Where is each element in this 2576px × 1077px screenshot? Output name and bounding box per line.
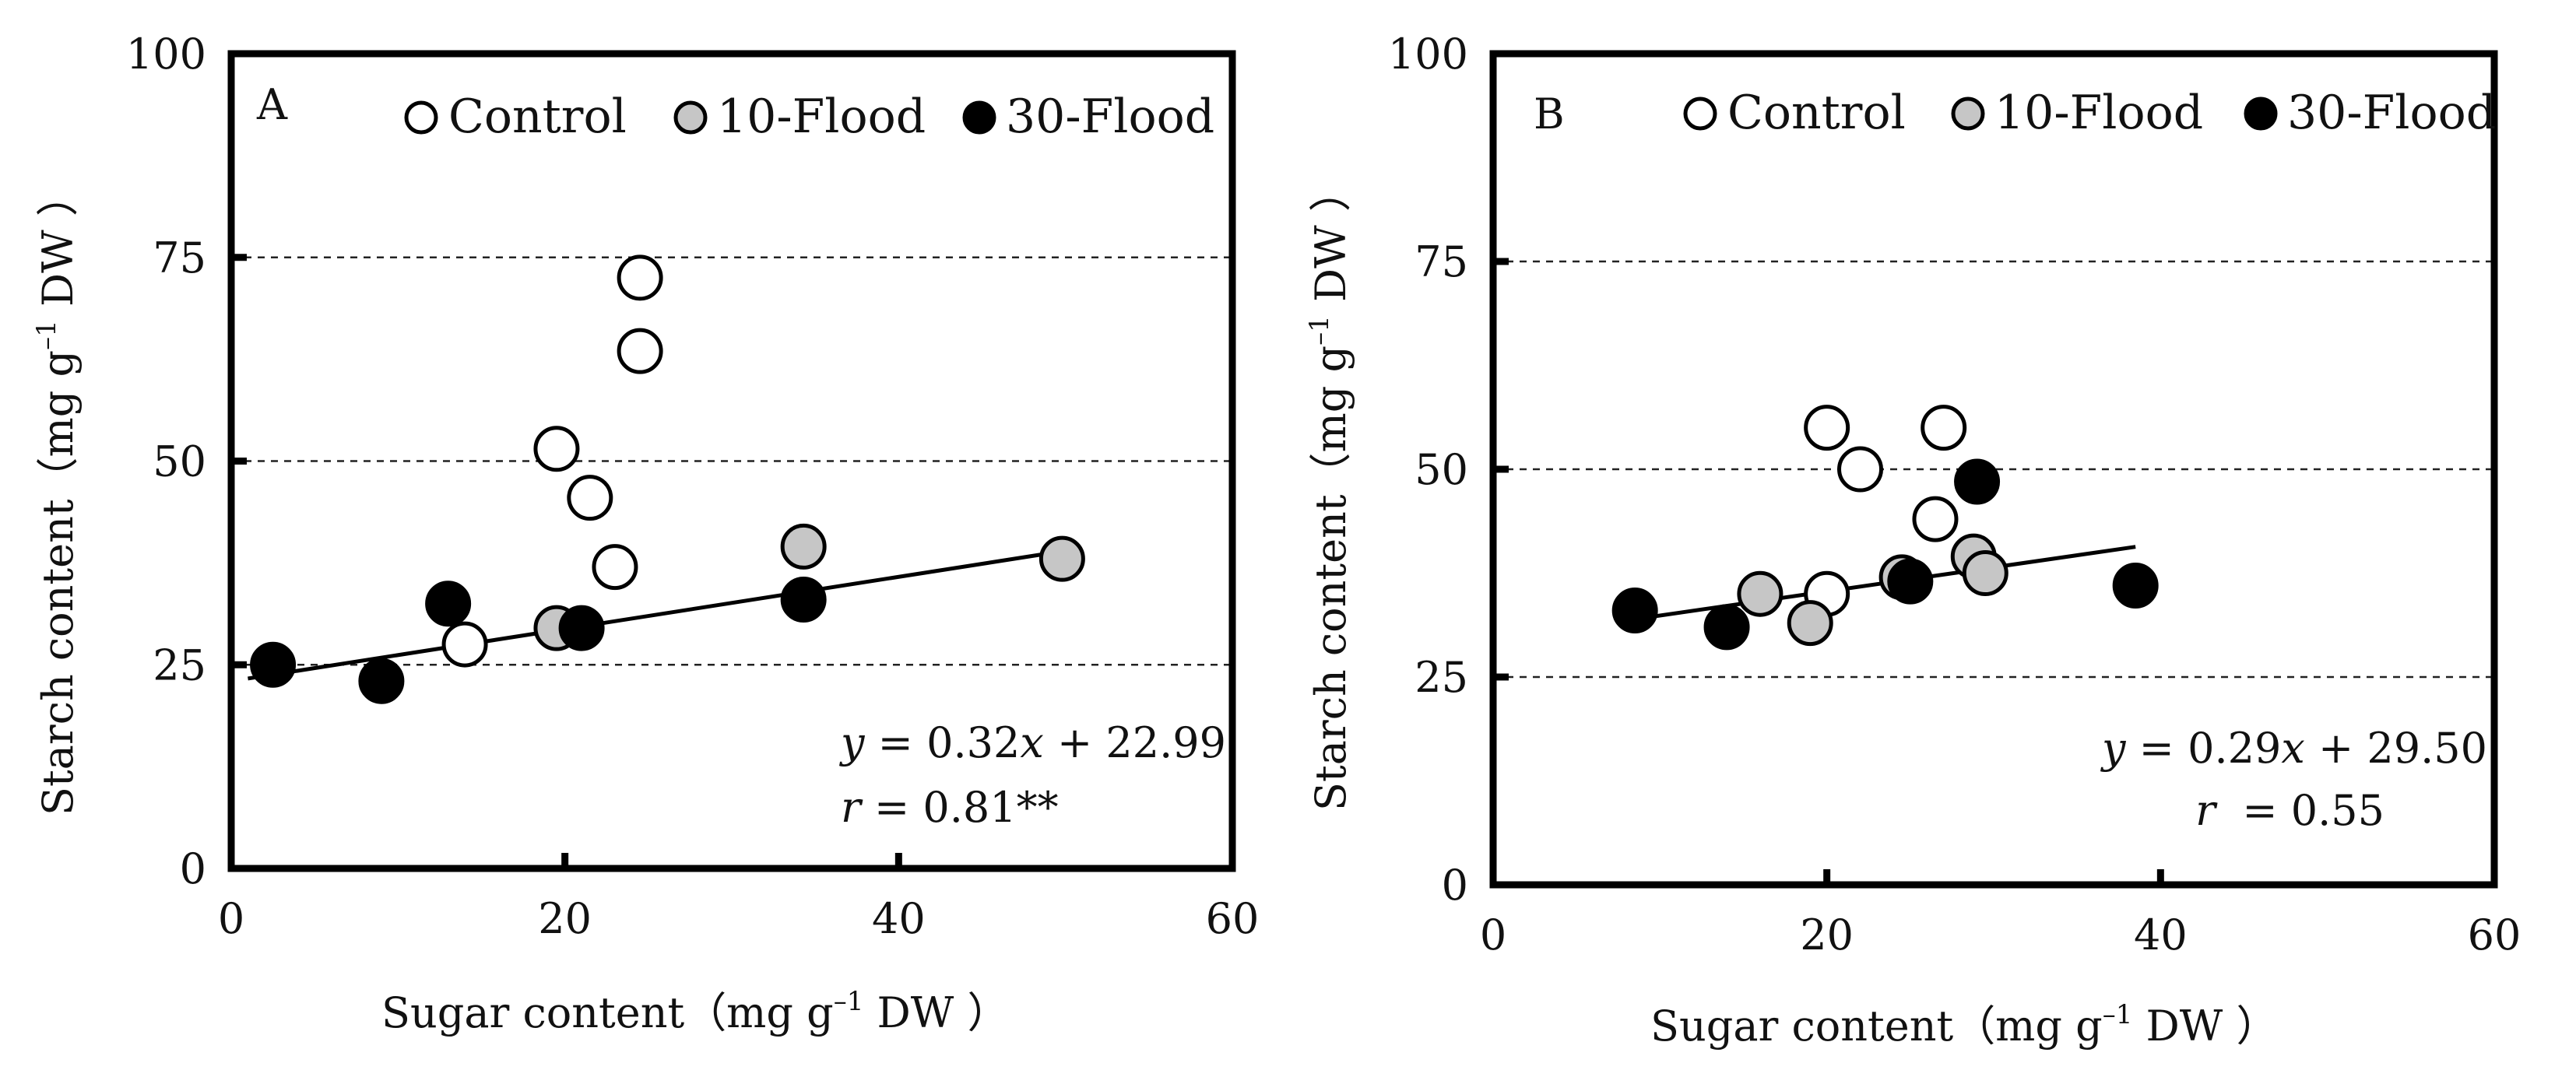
panel-b-legend: Control 10-Flood 30-Flood [1683,86,2496,140]
panel-b-ytick-label-25: 25 [1415,653,1468,702]
panel-a-point-control-1 [617,254,663,301]
panel-b-legend-label-10-flood: 10-Flood [1994,86,2203,140]
panel-b-point-10-flood-5 [1962,550,2008,596]
panel-b-legend-label-control: Control [1727,86,1906,140]
panel-b-point-30-flood-1 [1611,588,1658,634]
panel-a-point-30-flood-2 [358,658,405,704]
panel-a-xtick-label-20: 20 [538,894,592,943]
panel-a-regression-line [248,549,1067,681]
panel-a-y-axis-title: Starch content（mg g–1 DW ） [31,174,83,816]
panel-a-xtick-label-0: 0 [218,894,244,943]
panel-a-legend-marker-10-flood [673,100,708,135]
panel-a-ytick-label-50: 50 [153,437,206,486]
panel-a-ytick-label-25: 25 [153,640,206,689]
panel-b-ytick-label-50: 50 [1415,445,1468,494]
panel-a-point-10-flood-2 [780,523,827,570]
panel-a-xtick-label-40: 40 [872,894,926,943]
panel-b-point-10-flood-2 [1787,600,1833,647]
panel-a-point-control-6 [441,621,488,668]
panel-b-correlation: r = 0.55 [2102,786,2451,835]
panel-a-point-control-5 [592,544,638,591]
panel-b-xtick-label-0: 0 [1480,910,1506,959]
panel-b-ytick-label-75: 75 [1415,237,1468,286]
panel-b-point-30-flood-3 [1887,558,1934,605]
panel-b-point-30-flood-2 [1703,604,1750,651]
panel-b-ytick-label-100: 100 [1388,30,1468,79]
panel-b: 0 25 50 75 100 0 20 40 60 B Control 10-Flood 30… [1304,30,2521,1051]
panel-b-xtick-label-40: 40 [2134,910,2188,959]
panel-a-legend-marker-control [404,100,438,135]
panel-a-letter: A [256,80,288,129]
panel-b-point-control-1 [1804,405,1850,451]
panel-b-y-axis-title: Starch content（mg g–1 DW ） [1304,170,1355,811]
panel-a-ytick-label-75: 75 [153,233,206,282]
panel-b-xtick-label-60: 60 [2468,910,2522,959]
panel-a-point-control-4 [567,475,613,521]
panel-a-legend-marker-30-flood [962,100,996,135]
panel-a-point-control-3 [533,426,580,472]
panel-a-legend: Control 10-Flood 30-Flood [404,89,1214,144]
panel-a-ytick-label-100: 100 [126,30,206,79]
panel-a-point-control-2 [617,328,663,374]
panel-b-legend-label-30-flood: 30-Flood [2287,86,2496,140]
panel-a-x-axis-title: Sugar content（mg g–1 DW ） [381,986,1009,1037]
panel-a-point-10-flood-3 [1038,535,1085,582]
panel-b-point-control-3 [1837,446,1884,493]
panel-a-point-30-flood-3 [425,581,472,627]
panel-b-letter: B [1534,89,1565,139]
panel-a: 0 25 50 75 100 0 20 40 60 A Control 10-Flood 30… [31,30,1259,1037]
panel-b-legend-marker-control [1683,96,1717,131]
panel-b-point-30-flood-4 [1954,458,2001,505]
panel-a-legend-label-30-flood: 30-Flood [1006,89,1214,144]
panel-b-point-control-4 [1912,496,1959,542]
panel-b-x-axis-title: Sugar content（mg g–1 DW ） [1650,999,2278,1051]
panel-b-point-30-flood-5 [2112,563,2159,609]
panel-b-point-control-2 [1921,405,1967,451]
panel-a-legend-label-control: Control [448,89,627,144]
panel-a-point-30-flood-4 [558,605,605,651]
panel-a-point-30-flood-1 [250,641,297,688]
panel-a-legend-label-10-flood: 10-Flood [717,89,926,144]
panel-a-point-30-flood-5 [780,576,827,623]
panel-a-correlation: r = 0.81** [841,783,1059,832]
panel-b-legend-marker-30-flood [2244,96,2278,131]
panel-b-legend-marker-10-flood [1951,96,1985,131]
panel-b-equation: y = 0.29x + 29.50 [2100,724,2487,773]
panel-a-xtick-label-60: 60 [1206,894,1260,943]
panel-b-xtick-label-20: 20 [1800,910,1854,959]
panel-a-equation: y = 0.32x + 22.99 [839,718,1226,767]
panel-b-ytick-label-0: 0 [1442,861,1468,910]
panel-b-point-10-flood-1 [1737,570,1784,617]
panel-a-ytick-label-0: 0 [180,844,206,893]
